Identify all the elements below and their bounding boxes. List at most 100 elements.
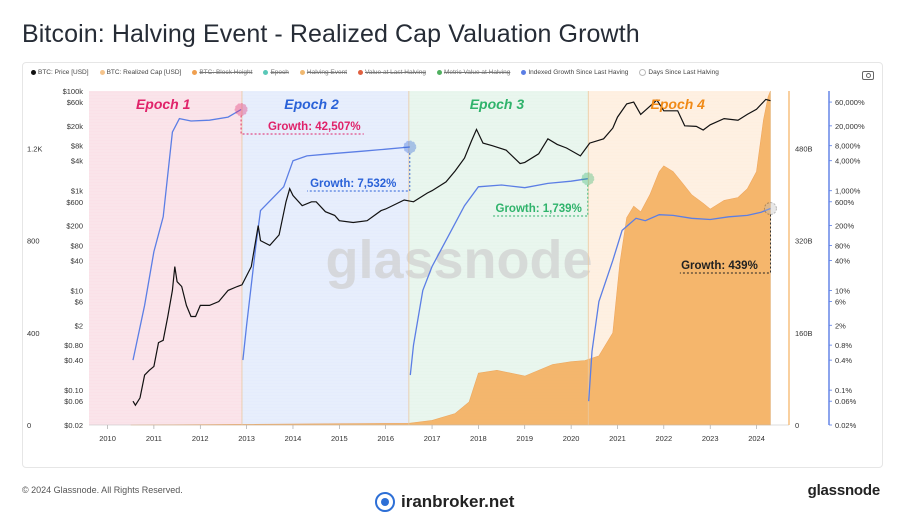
legend-swatch <box>299 70 305 75</box>
chart-canvas: glassnode Epoch 1 Epoch 2 Epoch 3 Epoch 4 Gro… <box>27 87 865 443</box>
epoch-label-3: Epoch 3 <box>470 96 525 112</box>
price-tick-label: $0.80 <box>64 341 83 350</box>
legend-item-7[interactable]: Indexed Growth Since Last Having <box>521 69 628 76</box>
x-tick-label: 2023 <box>702 434 719 443</box>
price-tick-label: $60k <box>67 98 84 107</box>
growth-tick-label: 0.4% <box>835 356 852 365</box>
annotation-leader-1 <box>240 115 364 135</box>
growth-annotation-1: Growth: 42,507% <box>268 121 361 133</box>
legend-label: BTC: Block Height <box>199 69 253 76</box>
price-tick-label: $1k <box>71 187 83 196</box>
halving-marker-2 <box>403 140 417 154</box>
legend-label: Indexed Growth Since Last Having <box>528 69 629 76</box>
chart-panel: BTC: Price [USD] BTC: Realized Cap [USD] B… <box>22 62 883 468</box>
legend-item-2[interactable]: BTC: Block Height <box>192 69 252 76</box>
legend-swatch <box>99 70 105 75</box>
price-tick-label: $6 <box>75 297 83 306</box>
realized-cap-tick-label: 480B <box>795 145 813 154</box>
realized-cap-tick-label: 320B <box>795 237 813 246</box>
x-tick-label: 2018 <box>470 434 487 443</box>
legend-label: Halving Event <box>306 69 347 76</box>
legend-item-6[interactable]: Metric Value at Halving <box>436 69 511 76</box>
halving-marker-1 <box>234 103 248 117</box>
indexed-growth-line-epoch-4 <box>588 207 771 402</box>
indexed-growth-line-epoch-3 <box>409 178 588 376</box>
epoch-band-1 <box>89 91 242 425</box>
growth-tick-label: 200% <box>835 222 855 231</box>
annotation-leader-2 <box>307 152 411 192</box>
price-tick-label: $200 <box>66 222 83 231</box>
legend-swatch <box>192 70 198 75</box>
realized-cap-tick-label: 160B <box>795 329 813 338</box>
glassnode-watermark: glassnode <box>325 230 592 290</box>
legend-label: BTC: Realized Cap [USD] <box>106 69 182 76</box>
legend-item-0[interactable]: BTC: Price [USD] <box>31 69 89 76</box>
legend-item-1[interactable]: BTC: Realized Cap [USD] <box>99 69 182 76</box>
btc-price-line <box>132 98 771 407</box>
price-tick-label: $10 <box>70 286 83 295</box>
growth-tick-label: 6% <box>835 297 846 306</box>
growth-tick-label: 20,000% <box>835 122 865 131</box>
growth-tick-label: 600% <box>835 198 855 207</box>
legend-label: Metric Value at Halving <box>443 69 511 76</box>
halving-marker-3 <box>581 172 595 186</box>
legend-label: Days Since Last Halving <box>648 69 719 76</box>
x-tick-label: 2011 <box>146 434 162 443</box>
growth-tick-label: 60,000% <box>835 98 865 107</box>
x-tick-label: 2022 <box>655 434 672 443</box>
growth-tick-label: 80% <box>835 241 850 250</box>
site-name: iranbroker.net <box>401 492 515 511</box>
x-tick-label: 2013 <box>238 434 255 443</box>
growth-annotation-3: Growth: 1,739% <box>496 203 582 215</box>
price-tick-label: $0.02 <box>64 421 83 430</box>
growth-tick-label: 8,000% <box>835 142 861 151</box>
camera-icon[interactable] <box>862 71 874 80</box>
legend-swatch <box>436 70 442 75</box>
growth-tick-label: 0.8% <box>835 341 852 350</box>
legend-label: Epoch <box>270 69 289 76</box>
epoch-band-2 <box>241 91 409 425</box>
legend-swatch <box>521 70 527 75</box>
iranbroker-logo-icon <box>375 492 395 512</box>
x-tick-label: 2015 <box>331 434 348 443</box>
legend-item-8[interactable]: Days Since Last Halving <box>639 69 719 76</box>
epoch-label-1: Epoch 1 <box>136 96 191 112</box>
price-tick-label: $4k <box>71 157 83 166</box>
glassnode-logo: glassnode <box>807 482 881 499</box>
legend-item-3[interactable]: Epoch <box>263 69 289 76</box>
price-tick-label: $8k <box>71 142 83 151</box>
legend-item-4[interactable]: Halving Event <box>299 69 347 76</box>
x-tick-label: 2014 <box>285 434 302 443</box>
price-tick-label: $20k <box>67 122 84 131</box>
growth-tick-label: 1,000% <box>835 187 861 196</box>
price-tick-label: $600 <box>66 198 83 207</box>
indexed-growth-line-epoch-1 <box>132 108 242 361</box>
growth-annotation-2: Growth: 7,532% <box>310 178 396 190</box>
block-height-tick-label: 800 <box>27 237 40 246</box>
copyright-text: © 2024 Glassnode. All Rights Reserved. <box>22 485 183 495</box>
growth-tick-label: 0.02% <box>835 421 857 430</box>
legend-item-5[interactable]: Value at Last Halving <box>358 69 426 76</box>
growth-tick-label: 2% <box>835 321 846 330</box>
indexed-growth-line-epoch-2 <box>242 146 410 361</box>
x-tick-label: 2021 <box>609 434 626 443</box>
legend-label: BTC: Price [USD] <box>38 69 89 76</box>
x-tick-label: 2012 <box>192 434 209 443</box>
chart-title: Bitcoin: Halving Event - Realized Cap Va… <box>22 20 640 48</box>
legend-swatch <box>263 70 269 75</box>
growth-tick-label: 4,000% <box>835 157 861 166</box>
growth-tick-label: 10% <box>835 286 850 295</box>
x-tick-label: 2024 <box>748 434 765 443</box>
growth-tick-label: 0.1% <box>835 386 852 395</box>
x-tick-label: 2019 <box>516 434 533 443</box>
price-tick-label: $40 <box>70 256 83 265</box>
legend-label: Value at Last Halving <box>365 69 426 76</box>
epoch-label-4: Epoch 4 <box>651 96 706 112</box>
block-height-tick-label: 0 <box>27 421 31 430</box>
price-tick-label: $0.40 <box>64 356 83 365</box>
price-tick-label: $80 <box>70 241 83 250</box>
epoch-label-2: Epoch 2 <box>284 96 339 112</box>
legend-swatch <box>31 70 36 75</box>
realized-cap-tick-label: 0 <box>795 421 799 430</box>
legend-swatch <box>639 69 647 76</box>
